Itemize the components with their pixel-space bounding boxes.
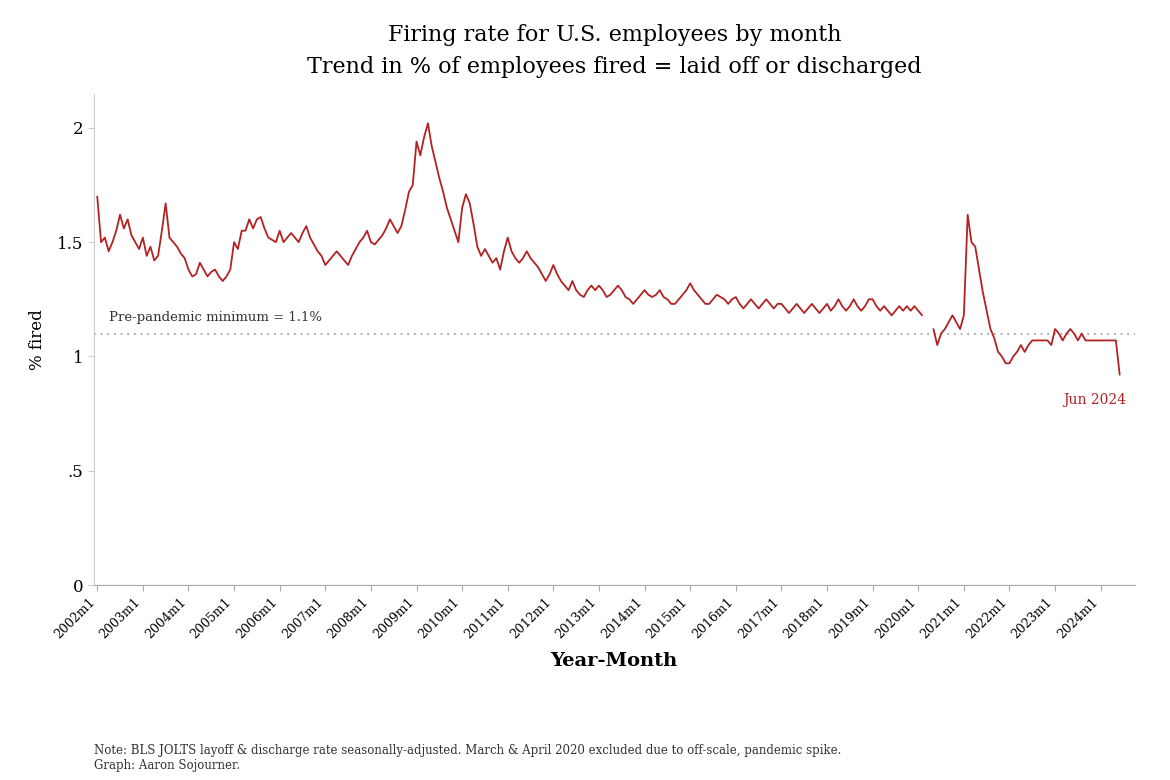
Text: Pre-pandemic minimum = 1.1%: Pre-pandemic minimum = 1.1% [109, 311, 322, 324]
Text: Jun 2024: Jun 2024 [1064, 393, 1127, 407]
Y-axis label: % fired: % fired [29, 309, 46, 370]
Title: Firing rate for U.S. employees by month
Trend in % of employees fired = laid off: Firing rate for U.S. employees by month … [307, 23, 922, 78]
X-axis label: Year-Month: Year-Month [551, 652, 677, 670]
Text: Note: BLS JOLTS layoff & discharge rate seasonally-adjusted. March & April 2020 : Note: BLS JOLTS layoff & discharge rate … [94, 744, 841, 772]
